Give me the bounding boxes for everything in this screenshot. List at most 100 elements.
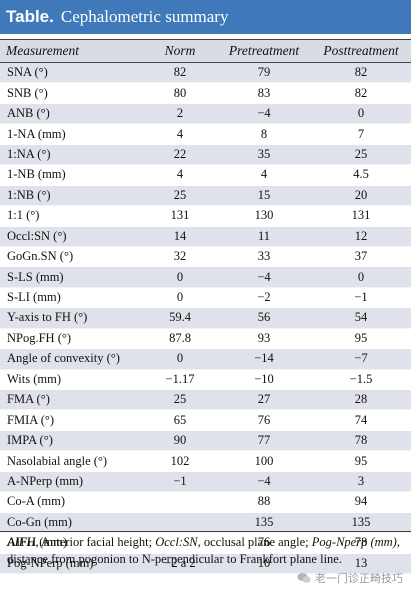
table-row: ANB (°) 2 −4 0 [0, 103, 411, 125]
cell-posttreatment: 95 [354, 453, 368, 468]
table-row: IMPA (°) 90 77 78 [0, 430, 411, 452]
cell-posttreatment: 25 [354, 146, 368, 161]
cell-posttreatment: 12 [354, 228, 368, 243]
cell-pretreatment: 130 [254, 208, 274, 223]
cell-norm: 131 [170, 208, 190, 223]
table-row: GoGn.SN (°) 32 33 37 [0, 247, 411, 268]
table-body: SNA (°) 82 79 82 SNB (°) 80 83 82 ANB (°) 2 −4 0 1-N… [0, 63, 411, 574]
cell-posttreatment: −1 [354, 290, 368, 305]
footnote-def-occlsn: occlusal plane angle; [200, 535, 312, 549]
table-row: 1:NA (°) 22 35 25 [0, 144, 411, 166]
cell-norm: 59.4 [169, 310, 191, 325]
cell-pretreatment: 35 [257, 146, 271, 161]
cell-measurement: SNB (°) [7, 85, 48, 100]
cell-norm: 90 [173, 433, 187, 448]
cell-norm: 4 [176, 167, 184, 182]
cell-posttreatment: 13 [354, 555, 368, 570]
table-row: 1:NB (°) 25 15 20 [0, 185, 411, 207]
cell-pretreatment: 33 [257, 249, 271, 264]
cell-posttreatment: 28 [354, 392, 368, 407]
table-row: S-LI (mm) 0 −2 −1 [0, 288, 411, 309]
cell-posttreatment: 0 [357, 269, 365, 284]
table-row: SNB (°) 80 83 82 [0, 83, 411, 104]
cell-norm: 0 [176, 351, 184, 366]
footnote-def-pognperp: distance from pogonion to N-perpendicula… [7, 552, 342, 566]
cell-norm: 87.8 [169, 330, 191, 345]
table-row: Co-A (mm) 88 94 [0, 492, 411, 513]
cell-pretreatment: −2 [257, 290, 271, 305]
cell-measurement: Nasolabial angle (°) [7, 453, 108, 468]
cell-measurement: AIFH (mm) [7, 535, 68, 550]
cell-posttreatment: 20 [354, 187, 368, 202]
table-row: Co-Gn (mm) 135 135 [0, 512, 411, 534]
table-row: SNA (°) 82 79 82 [0, 63, 411, 84]
cell-measurement: SNA (°) [7, 65, 48, 80]
table-row: FMA (°) 25 27 28 [0, 390, 411, 411]
table-row: FMIA (°) 65 76 74 [0, 410, 411, 431]
footnote-divider [0, 531, 411, 532]
footnote-term-occlsn: Occl:SN, [155, 535, 201, 549]
cell-measurement: A-NPerp (mm) [7, 473, 84, 488]
watermark-text: 老一门诊正畸技巧 [315, 573, 403, 585]
table-row: Wits (mm) −1.17 −10 −1.5 [0, 370, 411, 390]
cell-norm: 25 [173, 187, 187, 202]
cell-posttreatment: 78 [354, 535, 368, 550]
cell-pretreatment: −4 [257, 269, 271, 284]
table-row: Nasolabial angle (°) 102 100 95 [0, 451, 411, 472]
table-title-bar: Table. Cephalometric summary [0, 0, 411, 34]
cell-measurement: S-LI (mm) [7, 290, 61, 305]
cell-pretreatment: 93 [257, 330, 271, 345]
cell-measurement: Co-A (mm) [7, 494, 65, 509]
footnote-def-aifh: Anterior facial height; [38, 535, 156, 549]
cell-measurement: 1-NA (mm) [7, 126, 66, 141]
table-row: A-NPerp (mm) −1 −4 3 [0, 471, 411, 493]
cell-posttreatment: −7 [354, 351, 368, 366]
table-row: 1:1 (°) 131 130 131 [0, 206, 411, 227]
cell-pretreatment: 8 [260, 126, 268, 141]
cell-posttreatment: −1.5 [349, 371, 373, 386]
cell-norm: 22 [173, 146, 187, 161]
column-header-measurement: Measurement [6, 43, 79, 58]
cell-pretreatment: 56 [257, 310, 271, 325]
cell-posttreatment: 7 [357, 126, 365, 141]
cell-measurement: 1:NA (°) [7, 146, 51, 161]
cell-posttreatment: 82 [354, 85, 368, 100]
cell-norm: 80 [173, 85, 187, 100]
cell-measurement: GoGn.SN (°) [7, 249, 74, 264]
cell-pretreatment: 4 [260, 167, 268, 182]
table-row: 1-NB (mm) 4 4 4.5 [0, 165, 411, 186]
cell-pretreatment: 100 [254, 453, 274, 468]
wechat-icon [297, 573, 311, 583]
cell-posttreatment: 0 [357, 106, 365, 121]
cell-norm: −1 [173, 473, 187, 488]
table-row: Y-axis to FH (°) 59.4 56 54 [0, 308, 411, 329]
table-row: S-LS (mm) 0 −4 0 [0, 267, 411, 288]
cell-norm: 102 [170, 453, 190, 468]
footnote-term-aifh: AIFH, [7, 535, 39, 549]
table-footnote: AIFH, Anterior facial height; Occl:SN, o… [7, 534, 405, 568]
cell-norm: 2 [176, 106, 184, 121]
cell-pretreatment: −4 [257, 473, 271, 488]
cell-posttreatment: 54 [354, 310, 368, 325]
cell-measurement: NPog.FH (°) [7, 330, 72, 345]
footnote-term-pognperp: Pog-Nperp (mm), [311, 535, 400, 549]
cell-pretreatment: 27 [257, 392, 271, 407]
cell-norm: 0 [176, 290, 184, 305]
cell-pretreatment: 76 [257, 535, 271, 550]
cell-posttreatment: 95 [354, 330, 368, 345]
cell-measurement: Pog-NPerp (mm) [7, 555, 94, 570]
cell-norm: 82 [173, 65, 187, 80]
cell-measurement: Co-Gn (mm) [7, 514, 72, 529]
table-row: Pog-NPerp (mm) −2 a 2 10 13 [0, 553, 411, 574]
cell-pretreatment: −14 [254, 351, 274, 366]
cell-measurement: 1:1 (°) [7, 208, 40, 223]
cell-norm: 25 [173, 392, 187, 407]
cell-norm: 4 [176, 126, 184, 141]
cell-measurement: 1:NB (°) [7, 187, 51, 202]
cell-pretreatment: 76 [257, 412, 271, 427]
cell-posttreatment: 37 [354, 249, 368, 264]
cell-pretreatment: 77 [257, 433, 271, 448]
column-header-pretreatment: Pretreatment [228, 43, 300, 58]
cell-pretreatment: −10 [254, 371, 274, 386]
